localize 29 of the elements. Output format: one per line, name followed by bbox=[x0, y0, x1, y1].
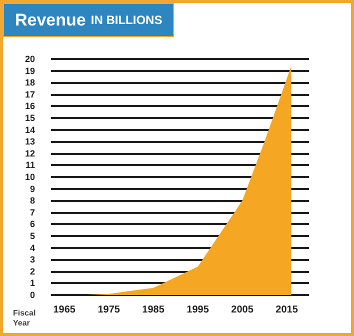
y-tick-label: 7 bbox=[30, 207, 35, 218]
y-tick-label: 6 bbox=[30, 219, 35, 230]
y-tick-label: 8 bbox=[30, 196, 35, 206]
y-tick-label: 14 bbox=[24, 124, 35, 135]
y-tick-label: 5 bbox=[30, 231, 35, 241]
y-tick-label: 2 bbox=[30, 266, 35, 276]
y-tick-label: 3 bbox=[30, 254, 35, 265]
y-tick-label: 15 bbox=[24, 113, 35, 123]
y-tick-label: 0 bbox=[30, 290, 35, 300]
y-tick-label: 20 bbox=[24, 54, 35, 64]
y-tick-label: 9 bbox=[30, 184, 35, 194]
x-axis-title: Fiscal Year bbox=[13, 308, 36, 328]
y-tick-label: 10 bbox=[24, 172, 35, 182]
x-tick-label: 1985 bbox=[142, 304, 165, 316]
y-tick-label: 12 bbox=[24, 148, 35, 158]
y-tick-label: 17 bbox=[24, 89, 35, 100]
y-tick-label: 13 bbox=[24, 136, 35, 147]
x-tick-label: 1995 bbox=[186, 304, 210, 316]
x-tick-label: 2015 bbox=[276, 304, 298, 316]
y-tick-label: 4 bbox=[30, 242, 35, 253]
y-tick-label: 1 bbox=[30, 278, 35, 288]
y-tick-label: 16 bbox=[24, 101, 35, 112]
chart-title: Revenue IN BILLIONS bbox=[15, 10, 162, 30]
x-tick-label: 1965 bbox=[53, 304, 76, 316]
y-tick-label: 19 bbox=[24, 66, 35, 76]
y-tick-label: 11 bbox=[25, 160, 35, 170]
x-tick-label: 2005 bbox=[231, 304, 254, 316]
y-tick-label: 18 bbox=[24, 78, 35, 88]
x-tick-label: 1975 bbox=[98, 304, 120, 316]
